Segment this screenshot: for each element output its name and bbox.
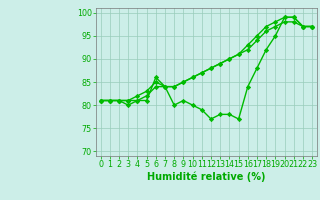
X-axis label: Humidité relative (%): Humidité relative (%) <box>147 172 266 182</box>
